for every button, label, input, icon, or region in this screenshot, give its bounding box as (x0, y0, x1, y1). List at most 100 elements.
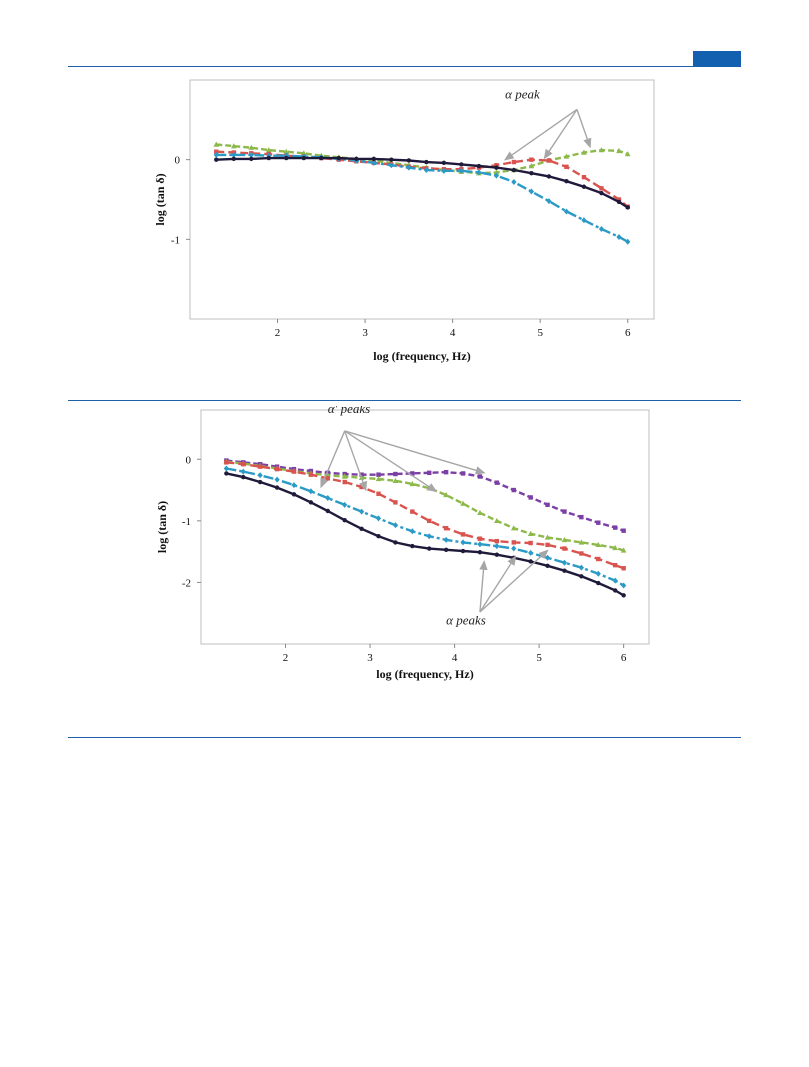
data-point (341, 473, 348, 479)
data-point (443, 469, 449, 475)
data-point (274, 476, 280, 483)
data-point (325, 508, 330, 514)
data-point (625, 238, 631, 245)
x-axis-label: log (frequency, Hz) (376, 667, 473, 681)
series-4 (214, 155, 630, 210)
x-tick-label: 2 (283, 652, 289, 664)
data-point (257, 464, 263, 469)
data-point (529, 157, 534, 162)
data-point (564, 164, 569, 170)
data-point (406, 164, 412, 171)
x-tick-label: 5 (537, 327, 543, 339)
data-point (359, 472, 364, 477)
data-point (564, 178, 569, 184)
data-point (477, 550, 483, 555)
data-point (544, 534, 551, 540)
series-line (226, 460, 624, 552)
data-point (458, 167, 464, 174)
data-point (599, 190, 604, 196)
data-point (393, 471, 398, 477)
data-point (528, 188, 535, 195)
data-point (477, 509, 483, 516)
data-point (616, 199, 622, 205)
data-point (443, 547, 449, 552)
data-point (376, 472, 381, 477)
data-point (546, 174, 552, 179)
data-point (511, 167, 517, 173)
data-point (477, 474, 483, 479)
data-point (214, 157, 219, 162)
data-point (528, 549, 534, 556)
data-point (493, 172, 500, 179)
data-point (283, 148, 290, 154)
data-point (595, 541, 602, 548)
data-point (427, 518, 432, 524)
data-point (409, 528, 415, 535)
data-point (511, 487, 516, 493)
data-point (375, 475, 382, 482)
data-point (376, 491, 381, 496)
x-tick-label: 2 (275, 327, 281, 339)
data-point (248, 144, 255, 150)
data-point (443, 526, 449, 531)
data-point (476, 163, 482, 169)
data-point (511, 545, 517, 552)
data-point (581, 217, 587, 224)
annotation-arrow (479, 549, 549, 613)
data-point (424, 159, 429, 165)
annotation-label: α peaks (446, 612, 486, 627)
bottom-rule (68, 737, 741, 738)
top-rule (68, 66, 741, 67)
data-point (308, 472, 314, 477)
data-point (493, 169, 500, 175)
data-point (545, 563, 550, 568)
data-point (545, 502, 550, 508)
data-point (266, 155, 271, 161)
data-point (459, 162, 464, 167)
x-axis-label: log (frequency, Hz) (373, 349, 470, 363)
data-point (563, 208, 570, 215)
data-point (624, 151, 631, 157)
data-point (545, 542, 550, 548)
data-point (561, 559, 568, 566)
data-point (620, 547, 627, 553)
data-point (336, 155, 342, 161)
header-corner-block (693, 51, 741, 67)
data-point (598, 147, 605, 153)
annotation-arrow (344, 430, 486, 475)
data-point (599, 186, 604, 191)
data-point (342, 501, 348, 508)
annotation-arrow (344, 430, 367, 492)
data-point (562, 509, 567, 514)
annotation-arrow (504, 108, 578, 161)
data-point (579, 551, 584, 556)
data-point (578, 539, 585, 545)
x-tick-label: 6 (621, 652, 627, 664)
data-point (342, 518, 347, 523)
annotation-arrow (344, 430, 438, 493)
data-point (612, 544, 618, 551)
y-tick-label: -2 (182, 577, 191, 589)
y-tick-label: -1 (171, 234, 180, 246)
data-point (612, 577, 618, 584)
data-point (274, 485, 280, 490)
data-point (563, 153, 570, 159)
data-point (249, 156, 254, 162)
data-point (562, 546, 567, 551)
data-point (410, 543, 415, 549)
annotation-label: α peak (505, 86, 540, 101)
data-point (325, 476, 330, 481)
data-point (257, 479, 263, 485)
data-point (443, 491, 449, 498)
data-point (544, 554, 551, 561)
data-point (291, 469, 297, 474)
data-point (529, 171, 534, 176)
data-point (511, 159, 517, 165)
data-point (494, 538, 500, 544)
data-point (342, 479, 347, 485)
x-tick-label: 6 (625, 327, 631, 339)
data-point (274, 466, 280, 472)
plot-frame (200, 409, 650, 645)
data-point (392, 522, 399, 529)
data-point (359, 508, 365, 515)
